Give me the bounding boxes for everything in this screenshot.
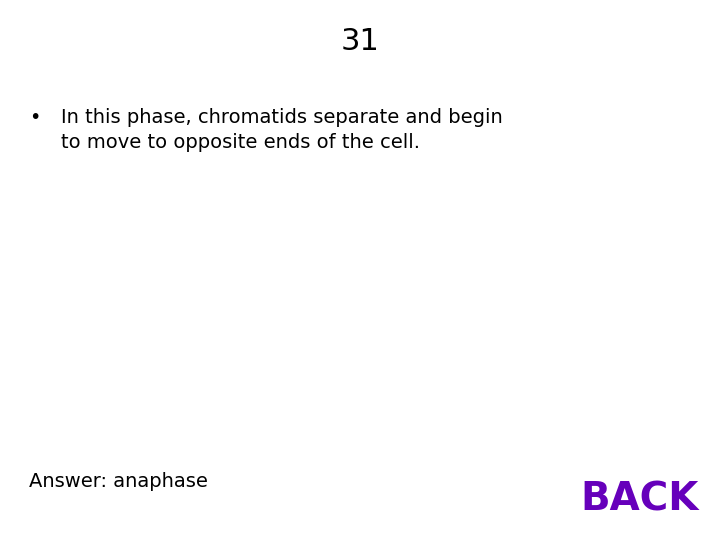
Text: 31: 31 <box>341 27 379 56</box>
Text: In this phase, chromatids separate and begin
to move to opposite ends of the cel: In this phase, chromatids separate and b… <box>61 108 503 152</box>
Text: Answer: anaphase: Answer: anaphase <box>29 472 207 491</box>
Text: BACK: BACK <box>580 481 698 518</box>
Text: •: • <box>29 108 40 127</box>
